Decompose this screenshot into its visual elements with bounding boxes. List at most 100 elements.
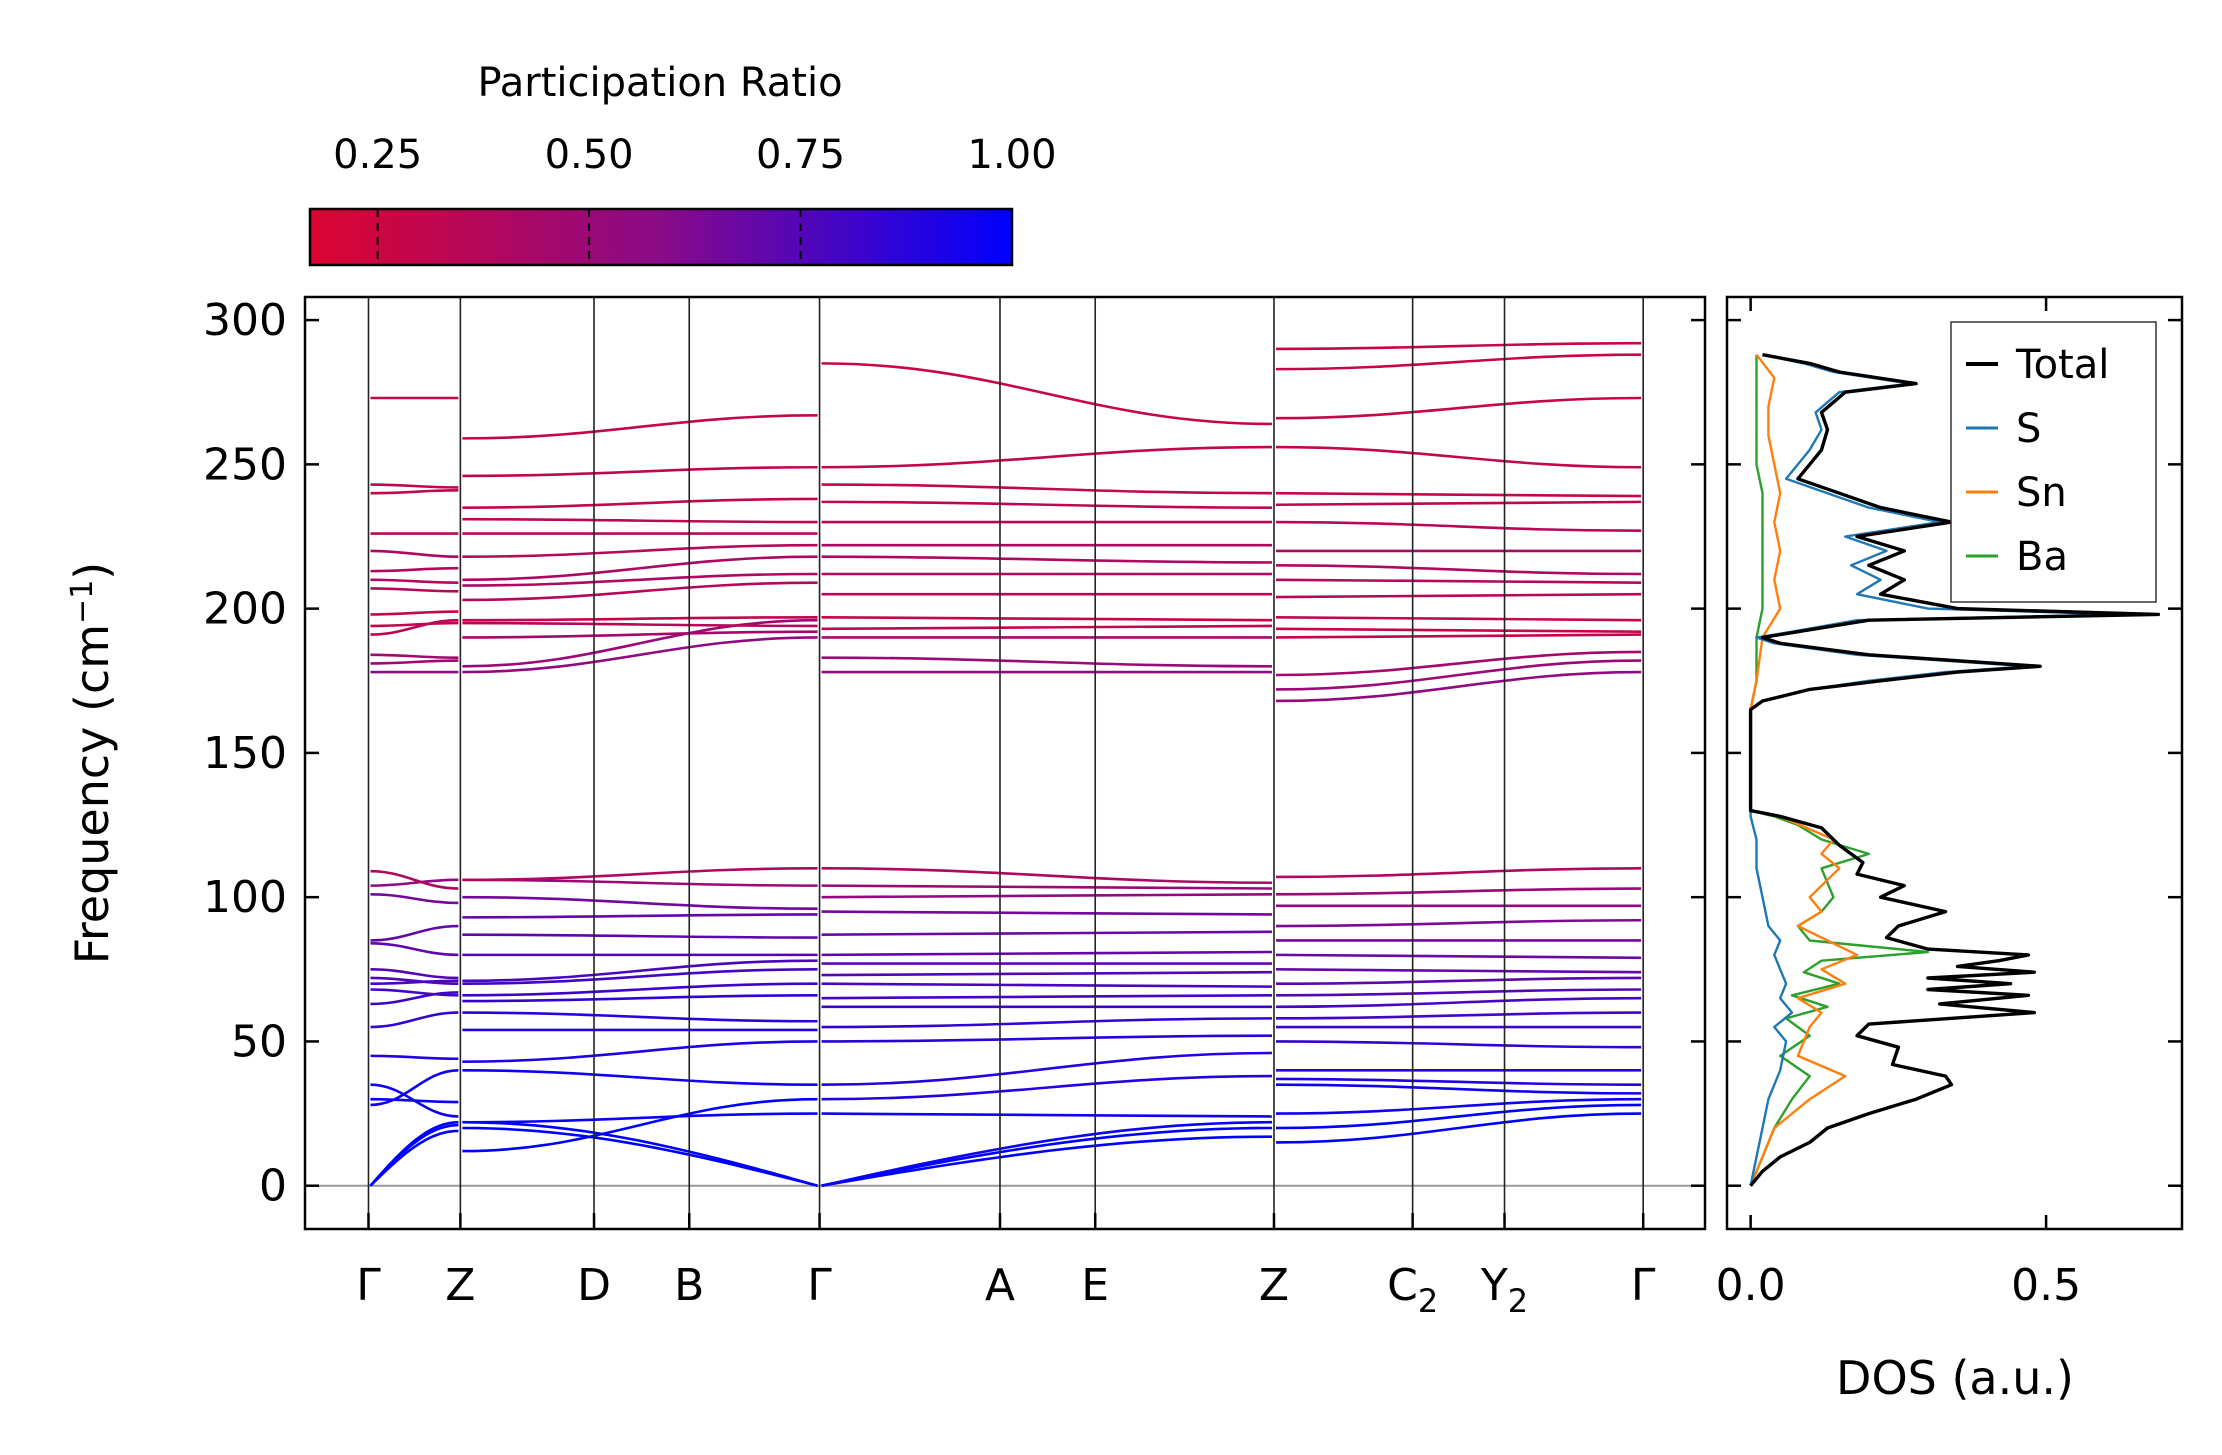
x-tick-label: Y2 bbox=[1480, 1260, 1528, 1320]
colorbar-title: Participation Ratio bbox=[477, 60, 842, 106]
y-axis-label-main: Frequency (cm bbox=[65, 624, 119, 964]
phonon-band bbox=[821, 993, 1272, 1000]
colorbar-tick-label: 0.50 bbox=[545, 132, 634, 178]
y-tick-label: 150 bbox=[203, 728, 287, 779]
phonon-band bbox=[462, 497, 818, 509]
legend-label-ba: Ba bbox=[2016, 534, 2068, 580]
x-tick-label: Z bbox=[445, 1260, 475, 1311]
phonon-band bbox=[1275, 670, 1642, 703]
dos-curves bbox=[1748, 353, 2161, 1187]
phonon-band bbox=[821, 910, 1272, 916]
phonon-band bbox=[1275, 1103, 1642, 1130]
phonon-bands bbox=[369, 341, 1642, 1187]
phonon-band bbox=[821, 867, 1272, 885]
phonon-band bbox=[370, 878, 459, 887]
phonon-band bbox=[370, 566, 459, 573]
phonon-band bbox=[462, 867, 818, 882]
x-tick-label: A bbox=[985, 1260, 1015, 1311]
dos-curve-sn bbox=[1749, 353, 1859, 1187]
x-tick-label: B bbox=[674, 1260, 704, 1311]
colorbar-tick-label: 1.00 bbox=[967, 132, 1056, 178]
phonon-band bbox=[462, 959, 818, 983]
phonon-band bbox=[370, 653, 459, 659]
phonon-band bbox=[370, 1069, 459, 1107]
phonon-band bbox=[1275, 887, 1642, 896]
phonon-band bbox=[1275, 633, 1642, 639]
phonon-band bbox=[821, 982, 1272, 988]
phonon-band bbox=[1275, 976, 1642, 986]
x-tick-label-main: Γ bbox=[807, 1260, 832, 1311]
phonon-band bbox=[462, 878, 818, 887]
dos-x-tick-label: 0.5 bbox=[2011, 1260, 2081, 1311]
phonon-band bbox=[462, 968, 818, 986]
phonon-band bbox=[370, 549, 459, 558]
colorbar: Participation Ratio 0.25 0.50 0.75 1.00 bbox=[308, 60, 1057, 267]
phonon-band bbox=[821, 624, 1272, 631]
phonon-band bbox=[462, 1040, 818, 1063]
colorbar-tick-label: 0.25 bbox=[333, 132, 422, 178]
phonon-band bbox=[462, 913, 818, 919]
x-tick-label-subscript: 2 bbox=[1508, 1282, 1528, 1320]
phonon-band bbox=[370, 587, 459, 593]
dos-legend: Total S Sn Ba bbox=[1950, 321, 2157, 603]
phonon-band bbox=[370, 979, 459, 986]
phonon-band bbox=[1275, 867, 1642, 879]
phonon-band bbox=[370, 489, 459, 495]
x-tick-label-main: B bbox=[674, 1260, 704, 1311]
y-tick-label: 0 bbox=[259, 1161, 287, 1212]
dos-x-tick-label: 0.0 bbox=[1716, 1260, 1786, 1311]
phonon-band bbox=[462, 414, 818, 440]
phonon-band bbox=[370, 892, 459, 905]
y-axis-label: Frequency (cm−1) bbox=[65, 562, 119, 965]
phonon-band bbox=[821, 1051, 1272, 1087]
x-tick-label-main: Γ bbox=[356, 1260, 381, 1311]
x-tick-label: Γ bbox=[356, 1260, 381, 1311]
phonon-band bbox=[821, 1135, 1273, 1187]
x-tick-label-main: Z bbox=[445, 1260, 475, 1311]
phonon-band bbox=[821, 555, 1272, 564]
x-tick-label: E bbox=[1081, 1260, 1109, 1311]
phonon-band bbox=[462, 993, 818, 1003]
phonon-band bbox=[821, 1112, 1272, 1118]
phonon-band bbox=[1275, 1040, 1642, 1049]
phonon-band bbox=[462, 555, 818, 582]
phonon-band bbox=[370, 976, 459, 986]
phonon-band bbox=[370, 483, 459, 489]
phonon-band bbox=[462, 636, 818, 674]
dos-curve-ba bbox=[1749, 354, 1930, 1187]
x-tick-label: D bbox=[577, 1260, 611, 1311]
x-tick-label: Z bbox=[1259, 1260, 1289, 1311]
phonon-band bbox=[370, 578, 459, 584]
x-tick-label-main: Y bbox=[1480, 1260, 1508, 1311]
phonon-band bbox=[370, 942, 459, 957]
phonon-band bbox=[1275, 396, 1642, 420]
phonon-band bbox=[1275, 650, 1642, 677]
phonon-band bbox=[1275, 1097, 1642, 1115]
colorbar-tick-label: 0.75 bbox=[756, 132, 845, 178]
legend-label-total: Total bbox=[2015, 342, 2109, 388]
phonon-band bbox=[370, 968, 459, 980]
phonon-band bbox=[821, 950, 1272, 957]
phonon-band bbox=[1275, 491, 1642, 498]
phonon-band bbox=[1275, 1077, 1642, 1087]
phonon-band bbox=[1275, 500, 1642, 507]
phonon-band bbox=[1275, 1011, 1642, 1020]
phonon-band bbox=[1275, 353, 1642, 371]
phonon-band bbox=[821, 930, 1272, 936]
phonon-band bbox=[462, 982, 818, 997]
phonon-band bbox=[1275, 1112, 1642, 1144]
phonon-band bbox=[821, 1017, 1272, 1029]
phonon-band bbox=[1275, 659, 1642, 691]
phonon-band bbox=[1275, 615, 1642, 622]
phonon-band bbox=[821, 500, 1272, 509]
phonon-band bbox=[821, 884, 1272, 890]
colorbar-gradient bbox=[308, 207, 1014, 267]
phonon-band bbox=[370, 659, 459, 665]
phonon-band bbox=[462, 1126, 818, 1187]
legend-label-s: S bbox=[2016, 406, 2041, 452]
phonon-band bbox=[1275, 996, 1642, 1009]
phonon-band bbox=[462, 465, 818, 478]
phonon-band bbox=[1275, 968, 1642, 974]
